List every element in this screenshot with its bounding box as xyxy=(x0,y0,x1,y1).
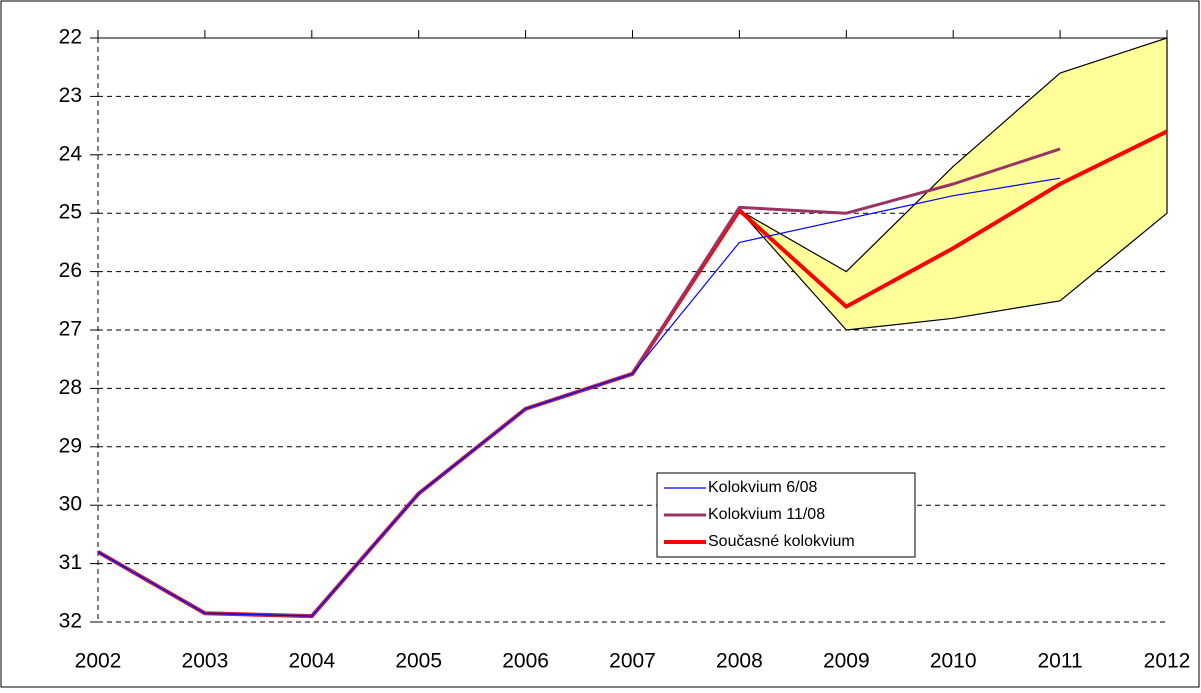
y-tick-label: 25 xyxy=(59,201,82,224)
x-tick-label: 2010 xyxy=(930,650,977,673)
x-tick-label: 2002 xyxy=(75,650,122,673)
x-tick-label: 2012 xyxy=(1144,650,1191,673)
x-tick-label: 2011 xyxy=(1038,650,1083,673)
legend: Kolokvium 6/08 Kolokvium 11/08 Současné ko… xyxy=(656,472,916,558)
x-tick-label: 2003 xyxy=(182,650,229,673)
series-line xyxy=(97,177,1061,617)
x-tick-label: 2007 xyxy=(609,650,656,673)
y-tick-label: 26 xyxy=(59,259,82,282)
legend-label: Kolokvium 11/08 xyxy=(708,506,825,523)
legend-label: Současné kolokvium xyxy=(708,533,855,550)
y-tick-label: 28 xyxy=(59,376,82,399)
y-tick-label: 29 xyxy=(59,434,82,457)
y-tick-label: 22 xyxy=(59,26,82,49)
y-tick-label: 23 xyxy=(59,84,82,107)
x-tick-label: 2006 xyxy=(502,650,549,673)
x-tick-label: 2009 xyxy=(823,650,870,673)
legend-label: Kolokvium 6/08 xyxy=(708,479,817,496)
x-tick-label: 2004 xyxy=(288,650,335,673)
x-tick-label: 2008 xyxy=(716,650,763,673)
y-tick-label: 24 xyxy=(59,142,83,165)
y-tick-label: 30 xyxy=(59,493,82,516)
y-tick-label: 32 xyxy=(59,610,82,633)
x-tick-label: 2005 xyxy=(395,650,442,673)
y-tick-label: 31 xyxy=(59,551,82,574)
y-tick-label: 27 xyxy=(59,318,82,341)
